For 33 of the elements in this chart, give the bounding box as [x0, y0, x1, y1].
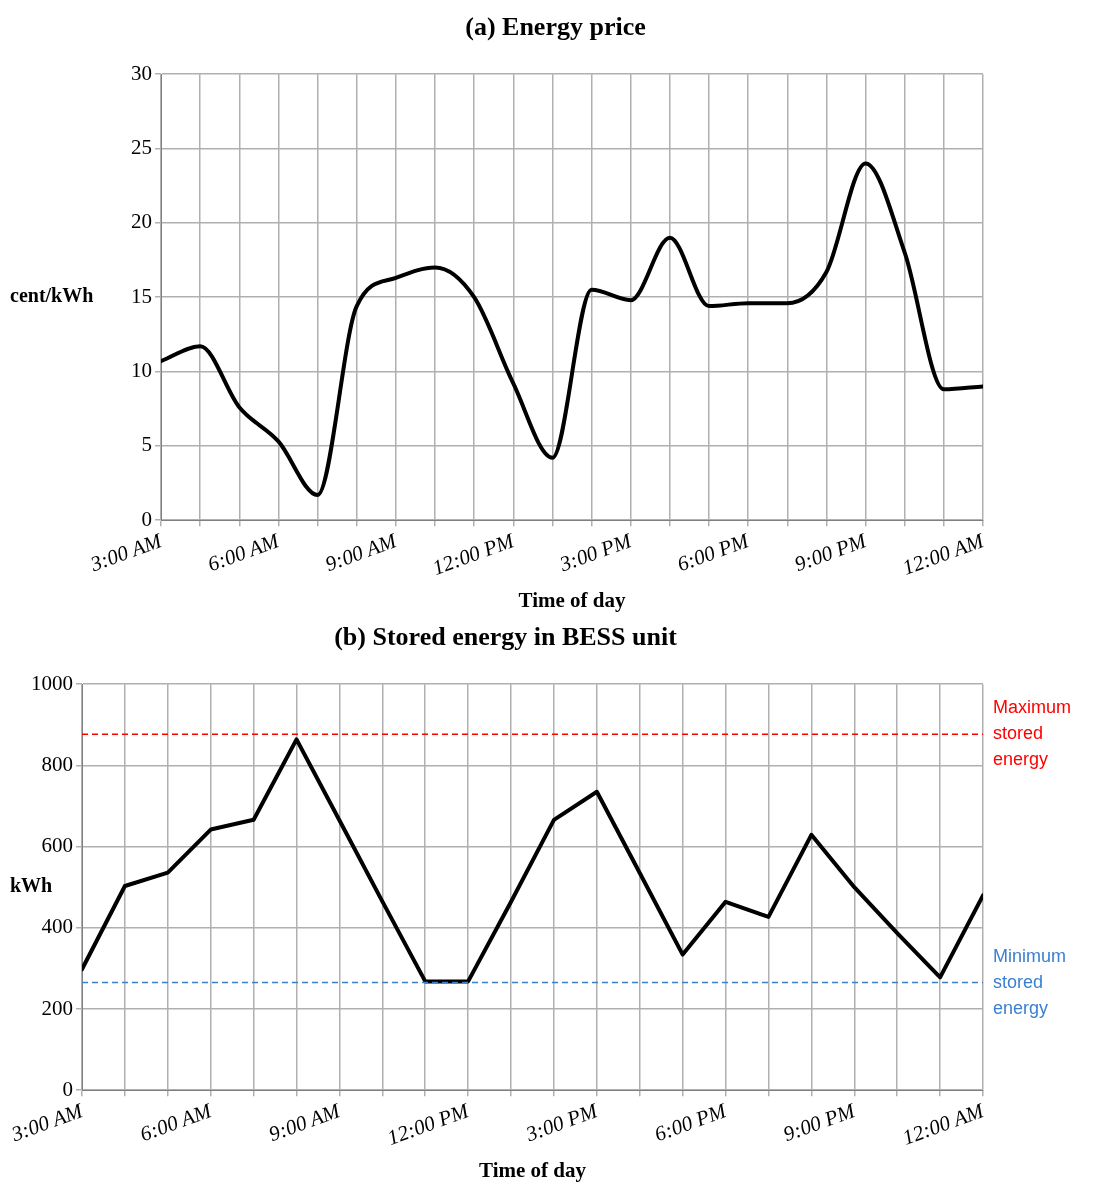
x-tick-label: 9:00 AM	[265, 1097, 345, 1147]
x-tick-label: 9:00 PM	[780, 1097, 860, 1147]
y-tick-label: 25	[131, 135, 152, 160]
y-tick-label: 20	[131, 209, 152, 234]
x-tick-label: 6:00 PM	[673, 527, 754, 577]
chart-title: (a) Energy price	[465, 12, 646, 42]
x-tick-label: 6:00 AM	[136, 1097, 216, 1147]
y-tick-label: 600	[41, 833, 73, 858]
y-tick-label: 1000	[31, 670, 73, 695]
y-tick-label: 10	[131, 358, 152, 383]
x-tick-label: 12:00 AM	[899, 527, 989, 580]
x-tick-label: 9:00 AM	[322, 527, 401, 577]
y-axis-title: kWh	[10, 874, 53, 897]
ref-line-label: Maximum stored energy	[993, 697, 1072, 770]
x-axis-title: Time of day	[518, 587, 626, 612]
ref-line-label: Minimum stored energy	[993, 945, 1067, 1018]
y-tick-label: 15	[131, 283, 152, 308]
x-tick-label: 12:00 PM	[429, 527, 519, 580]
y-tick-label: 800	[41, 751, 73, 776]
x-tick-label: 9:00 PM	[791, 527, 871, 577]
x-tick-label: 12:00 AM	[899, 1097, 989, 1150]
x-tick-label: 3:00 PM	[521, 1097, 602, 1147]
x-tick-label: 6:00 AM	[204, 527, 284, 577]
y-tick-label: 5	[141, 432, 152, 457]
y-tick-label: 30	[131, 60, 152, 85]
x-tick-label: 6:00 PM	[651, 1097, 731, 1147]
y-axis-title: cent/kWh	[10, 284, 94, 307]
chart-title: (b) Stored energy in BESS unit	[334, 622, 678, 652]
x-axis-title: Time of day	[479, 1157, 587, 1182]
x-tick-label: 12:00 PM	[384, 1097, 474, 1150]
y-tick-label: 400	[41, 914, 73, 939]
y-tick-label: 200	[41, 995, 73, 1020]
x-tick-label: 3:00 PM	[555, 527, 636, 577]
